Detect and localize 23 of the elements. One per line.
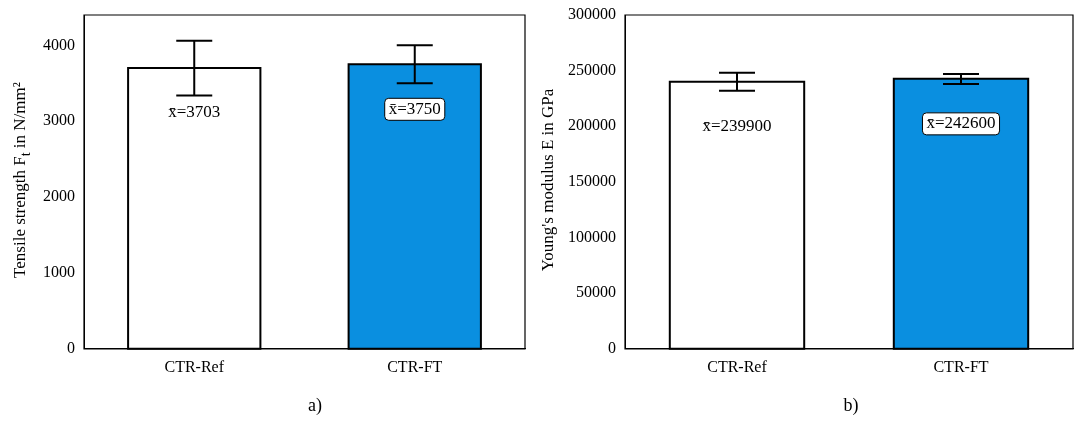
y-tick-label: 3000 [43,111,75,129]
y-tick-label: 250000 [568,60,616,78]
data-label: x̄=3703 [168,102,221,122]
data-label: x̄=3750 [388,98,441,118]
x-tick-label: CTR-FT [933,357,989,375]
x-tick-label: CTR-Ref [164,357,225,375]
y-tick-label: 1000 [43,263,75,281]
text: b) [843,395,859,416]
y-tick-label: 200000 [568,116,616,134]
y-tick-label: 2000 [43,187,75,205]
y-tick-label: 150000 [568,172,616,190]
data-label: x̄=239900 [702,116,772,136]
text: a) [308,395,322,416]
x-tick-label: CTR-FT [387,357,443,375]
data-label: x̄=242600 [926,113,996,133]
y-tick-label: 0 [608,339,616,356]
y-tick-label: 300000 [568,5,616,23]
y-tick-label: 100000 [568,227,616,245]
x-tick-label: CTR-Ref [707,357,768,375]
y-axis-title: Young's modulus E in GPa [538,88,558,272]
y-tick-label: 50000 [576,283,616,301]
y-tick-label: 4000 [43,35,75,53]
y-tick-label: 0 [67,339,75,356]
